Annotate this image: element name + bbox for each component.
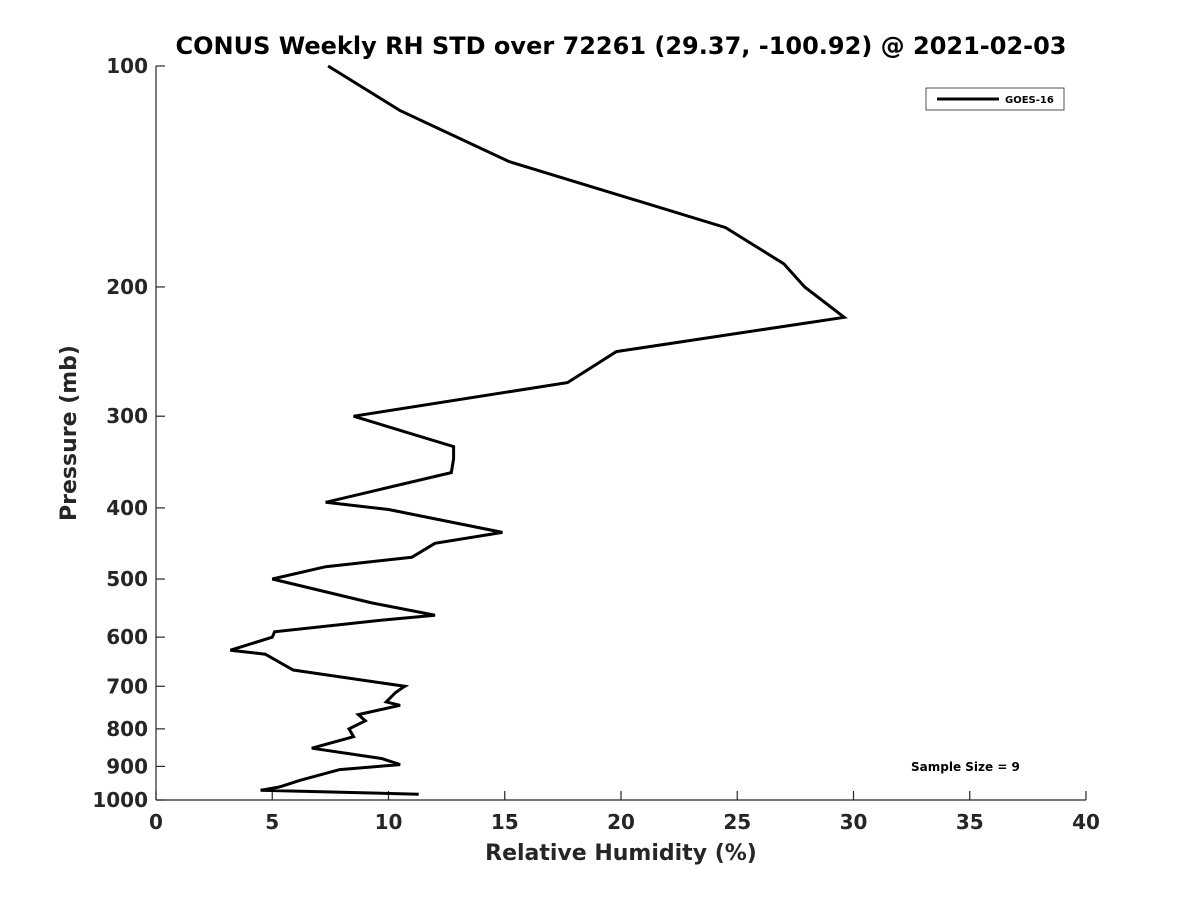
chart-title: CONUS Weekly RH STD over 72261 (29.37, -… [175,32,1066,60]
y-tick-label: 300 [106,404,148,428]
x-tick-label: 35 [956,810,984,834]
y-tick-label: 500 [106,567,148,591]
y-tick-label: 600 [106,625,148,649]
y-tick-label: 800 [106,717,148,741]
x-tick-label: 25 [723,810,751,834]
y-tick-label: 700 [106,674,148,698]
y-tick-label: 400 [106,496,148,520]
legend-label-goes16: GOES-16 [1005,95,1054,106]
legend: GOES-16 [925,87,1065,111]
x-ticks: 0 5 10 15 20 25 30 35 40 [149,791,1100,834]
x-tick-label: 5 [265,810,279,834]
series-line-goes-16 [229,64,848,796]
y-tick-label: 900 [106,754,148,778]
y-tick-label: 200 [106,275,148,299]
x-tick-label: 20 [607,810,635,834]
y-ticks: 100 200 300 400 500 600 700 800 900 1000 [92,54,165,812]
sample-size-annotation: Sample Size = 9 [911,760,1020,774]
y-tick-label: 100 [106,54,148,78]
x-tick-label: 30 [840,810,868,834]
x-tick-label: 10 [375,810,403,834]
x-tick-label: 15 [491,810,519,834]
x-tick-label: 0 [149,810,163,834]
series-layer [229,64,848,796]
x-axis-label: Relative Humidity (%) [485,841,757,866]
y-axis-label: Pressure (mb) [57,345,82,521]
x-tick-label: 40 [1072,810,1100,834]
y-tick-label: 1000 [92,788,148,812]
